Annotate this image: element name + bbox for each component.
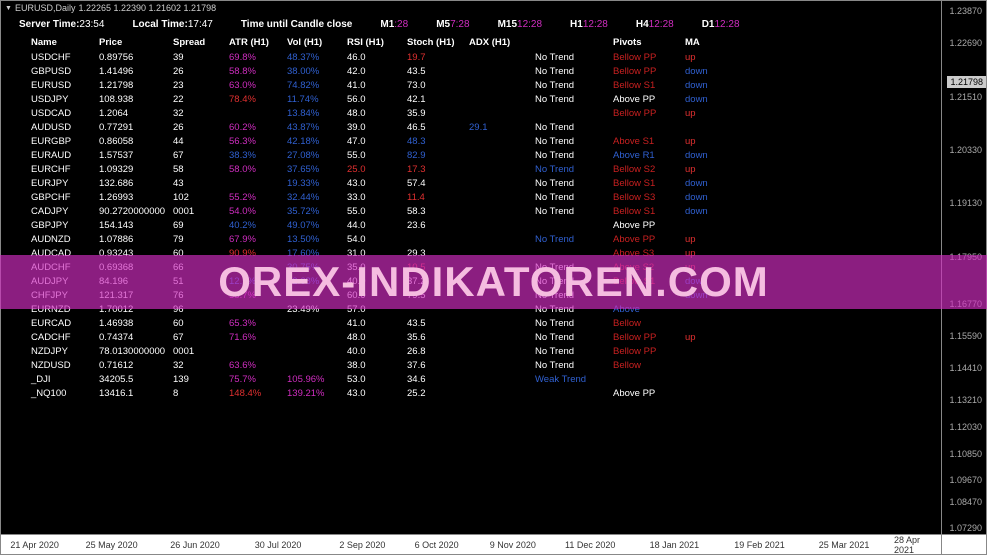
table-row[interactable]: GBPUSD1.414962658.8%38.00%42.043.5No Tre…: [31, 65, 881, 79]
y-tick: 1.13210: [949, 395, 982, 405]
local-time-label: Local Time:: [132, 19, 187, 30]
y-tick: 1.16770: [949, 299, 982, 309]
col-header: Stoch (H1): [407, 36, 469, 50]
col-header: Price: [99, 36, 173, 50]
col-header: Pivots: [613, 36, 685, 50]
y-tick: 1.23870: [949, 6, 982, 16]
table-row[interactable]: CADJPY90.2720000000000154.0%35.72%55.058…: [31, 205, 881, 219]
table-row[interactable]: EURAUD1.575376738.3%27.08%55.082.9No Tre…: [31, 149, 881, 163]
table-row[interactable]: USDJPY108.9382278.4%11.74%56.042.1No Tre…: [31, 93, 881, 107]
table-header: NamePriceSpreadATR (H1)Vol (H1)RSI (H1)S…: [31, 36, 881, 50]
x-tick: 25 May 2020: [86, 540, 138, 550]
x-axis: 21 Apr 2020 25 May 2020 26 Jun 2020 30 Jul …: [0, 535, 942, 555]
table-row[interactable]: EURCAD1.469386065.3%41.043.5No TrendBell…: [31, 317, 881, 331]
timeframe-M1: M1:28: [380, 19, 408, 30]
timeframe-M15: M1512:28: [498, 19, 542, 30]
timeframe-H4: H412:28: [636, 19, 674, 30]
col-header: Vol (H1): [287, 36, 347, 50]
symbol-label: EURUSD,Daily: [15, 3, 76, 13]
info-line: Server Time:23:54 Local Time:17:47 Time …: [19, 19, 768, 30]
table-row[interactable]: GBPJPY154.1436940.2%49.07%44.023.6Above …: [31, 219, 881, 233]
x-tick: 11 Dec 2020: [565, 540, 615, 550]
table-row[interactable]: CHFJPY121.3177658.7%60.079.5No Trenddown: [31, 289, 881, 303]
table-row[interactable]: AUDJPY84.1965112.7%22.68%40.037.2No Tren…: [31, 275, 881, 289]
table-row[interactable]: EURCHF1.093295858.0%37.65%25.017.3No Tre…: [31, 163, 881, 177]
local-time-value: 17:47: [188, 19, 213, 30]
table-body: USDCHF0.897563969.8%48.37%46.019.7No Tre…: [31, 51, 881, 401]
col-header: Spread: [173, 36, 229, 50]
col-header: MA: [685, 36, 735, 50]
server-time-label: Server Time:: [19, 19, 79, 30]
y-tick: 1.17950: [949, 252, 982, 262]
x-tick: 2 Sep 2020: [339, 540, 385, 550]
server-time-value: 23:54: [79, 19, 104, 30]
col-header: [535, 36, 613, 50]
chart-area[interactable]: ▼ EURUSD,Daily 1.22265 1.22390 1.21602 1…: [0, 0, 942, 535]
col-header: RSI (H1): [347, 36, 407, 50]
col-header: Name: [31, 36, 99, 50]
table-row[interactable]: NZDJPY78.0130000000000140.026.8No TrendB…: [31, 345, 881, 359]
x-tick: 21 Apr 2020: [10, 540, 59, 550]
timeframe-M5: M57:28: [436, 19, 469, 30]
x-tick: 28 Apr 2021: [894, 535, 941, 555]
table-row[interactable]: AUDCHF0.693686630.75%35.010.5No TrendAbo…: [31, 261, 881, 275]
x-tick: 9 Nov 2020: [490, 540, 536, 550]
y-tick: 1.10850: [949, 449, 982, 459]
x-tick: 30 Jul 2020: [255, 540, 302, 550]
table-row[interactable]: AUDCAD0.932436090.9%17.60%31.029.3Above …: [31, 247, 881, 261]
col-header: ADX (H1): [469, 36, 535, 50]
table-row[interactable]: AUDUSD0.772912660.2%43.87%39.046.529.1No…: [31, 121, 881, 135]
table-row[interactable]: EURJPY132.6864319.33%43.057.4No TrendBel…: [31, 177, 881, 191]
x-tick: 26 Jun 2020: [170, 540, 220, 550]
y-axis: 1.23870 1.22690 1.21510 1.20330 1.19130 1.179…: [942, 0, 987, 535]
y-tick: 1.14410: [949, 363, 982, 373]
chevron-down-icon[interactable]: ▼: [5, 5, 12, 12]
table-row[interactable]: EURNZD1.700129623.49%57.0No TrendAbove: [31, 303, 881, 317]
table-row[interactable]: EURUSD1.217982363.0%74.82%41.073.0No Tre…: [31, 79, 881, 93]
timeframe-D1: D112:28: [702, 19, 740, 30]
ohlc-values: 1.22265 1.22390 1.21602 1.21798: [78, 3, 216, 13]
y-tick: 1.15590: [949, 331, 982, 341]
table-row[interactable]: NZDUSD0.716123263.6%38.037.6No TrendBell…: [31, 359, 881, 373]
y-tick: 1.12030: [949, 422, 982, 432]
table-row[interactable]: GBPCHF1.2699310255.2%32.44%33.011.4No Tr…: [31, 191, 881, 205]
timeframe-H1: H112:28: [570, 19, 608, 30]
candle-close-label: Time until Candle close: [241, 19, 353, 30]
x-tick: 19 Feb 2021: [734, 540, 785, 550]
table-row[interactable]: _DJI34205.513975.7%105.96%53.034.6Weak T…: [31, 373, 881, 387]
col-header: ATR (H1): [229, 36, 287, 50]
y-tick: 1.08470: [949, 497, 982, 507]
y-tick: 1.19130: [949, 198, 982, 208]
x-tick: 6 Oct 2020: [415, 540, 459, 550]
table-row[interactable]: CADCHF0.743746771.6%48.035.6No TrendBell…: [31, 331, 881, 345]
y-tick: 1.07290: [949, 523, 982, 533]
chart-title-bar[interactable]: ▼ EURUSD,Daily 1.22265 1.22390 1.21602 1…: [5, 3, 216, 13]
timeframe-list: M1:28 M57:28 M1512:28 H112:28 H412:28 D112:28: [380, 19, 767, 30]
y-tick: 1.20330: [949, 145, 982, 155]
table-row[interactable]: _NQ10013416.18148.4%139.21%43.025.2Above…: [31, 387, 881, 401]
table-row[interactable]: EURGBP0.860584456.3%42.18%47.048.3No Tre…: [31, 135, 881, 149]
y-tick: 1.22690: [949, 38, 982, 48]
price-marker: 1.21798: [947, 76, 986, 88]
y-tick: 1.09670: [949, 475, 982, 485]
table-row[interactable]: USDCHF0.897563969.8%48.37%46.019.7No Tre…: [31, 51, 881, 65]
table-row[interactable]: USDCAD1.20643213.84%48.035.9Bellow PPup: [31, 107, 881, 121]
y-tick: 1.21510: [949, 92, 982, 102]
axis-corner: [942, 535, 987, 555]
x-tick: 25 Mar 2021: [819, 540, 870, 550]
table-row[interactable]: AUDNZD1.078867967.9%13.50%54.0No TrendAb…: [31, 233, 881, 247]
x-tick: 18 Jan 2021: [650, 540, 700, 550]
symbol-table: NamePriceSpreadATR (H1)Vol (H1)RSI (H1)S…: [31, 36, 881, 401]
